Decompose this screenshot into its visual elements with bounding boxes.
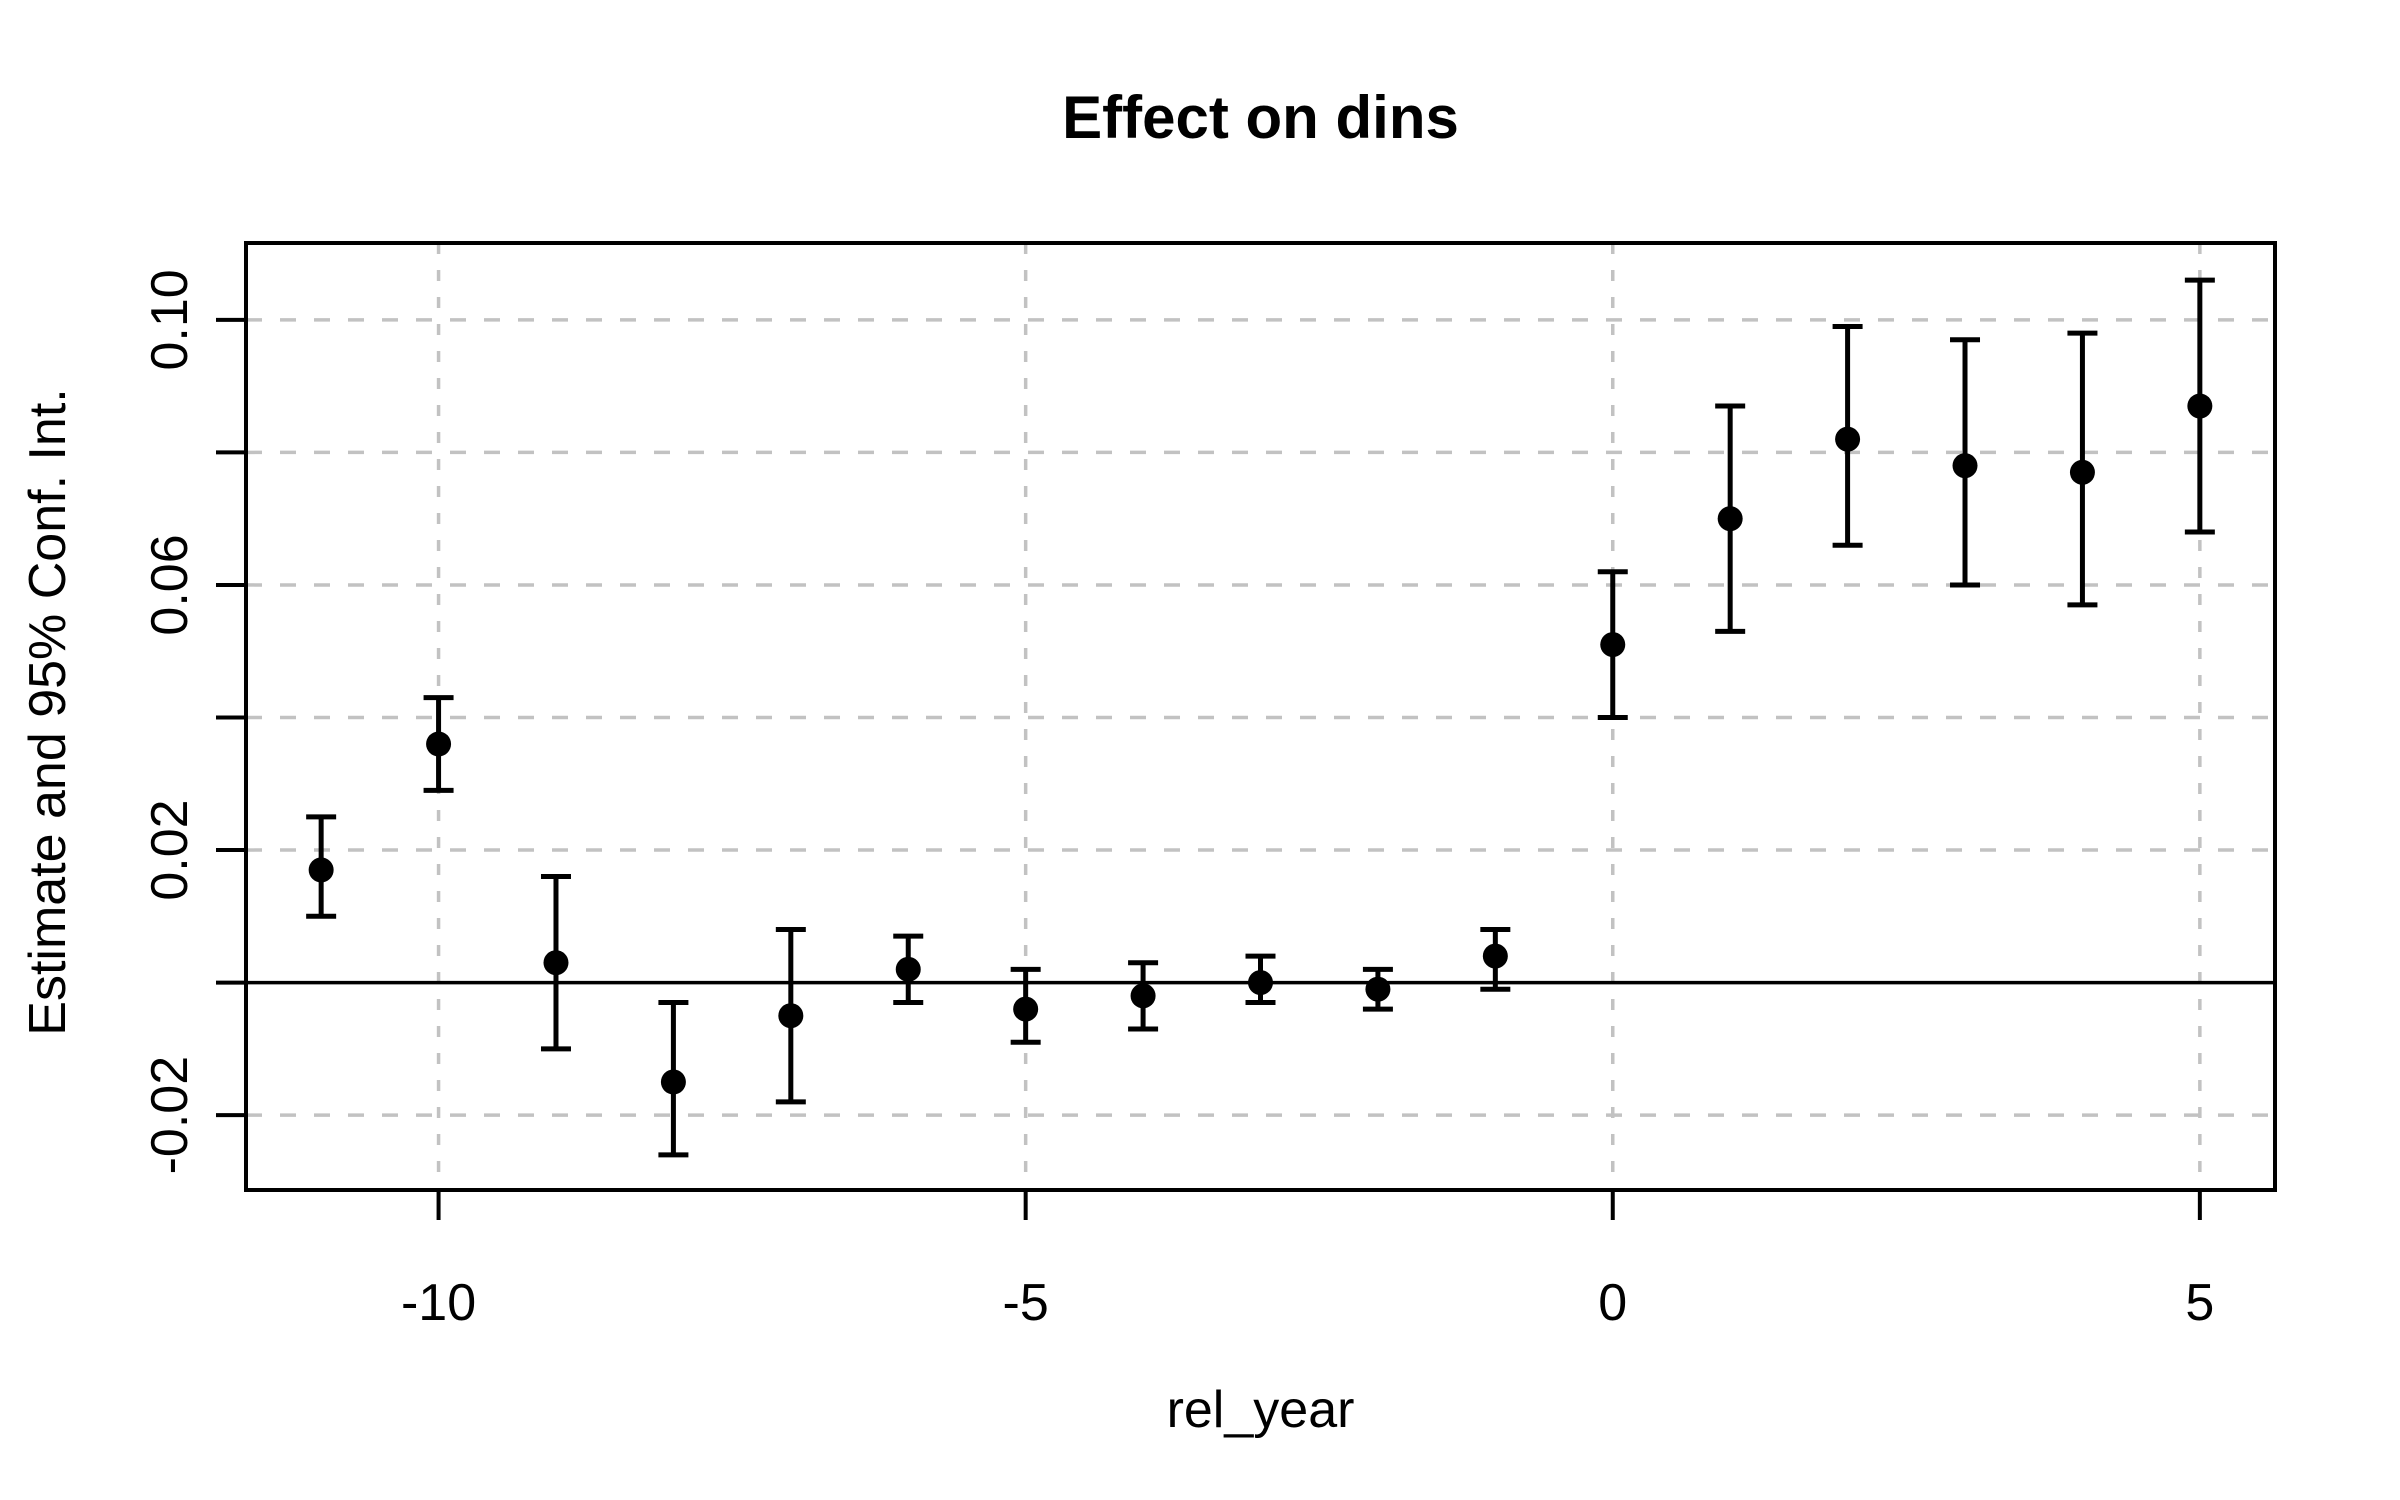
y-tick-label: 0.02 <box>141 799 199 900</box>
point-dot <box>426 731 452 757</box>
x-axis-label: rel_year <box>1166 1381 1355 1439</box>
point-dot <box>543 950 569 976</box>
chart-title: Effect on dins <box>1062 84 1459 151</box>
point-dot <box>2069 459 2095 485</box>
y-tick-label: 0.10 <box>141 269 199 370</box>
y-tick-label: 0.06 <box>141 534 199 635</box>
point-dot <box>895 956 921 982</box>
point-dot <box>1130 983 1156 1009</box>
point-dot <box>778 1003 804 1029</box>
point-dot <box>660 1069 686 1095</box>
y-axis-label: Estimate and 95% Conf. Int. <box>19 388 77 1036</box>
x-tick-label: 5 <box>2185 1274 2214 1332</box>
point-dot <box>1835 426 1861 452</box>
point-dot <box>1952 453 1978 479</box>
y-tick-label: -0.02 <box>141 1056 199 1175</box>
point-dot <box>1600 632 1626 658</box>
point-dot <box>308 857 334 883</box>
x-tick-label: -10 <box>401 1274 476 1332</box>
point-dot <box>1365 976 1391 1002</box>
point-dot <box>1248 970 1273 996</box>
point-dot <box>1717 506 1743 532</box>
point-dot <box>1013 996 1039 1022</box>
x-tick-label: -5 <box>1003 1274 1049 1332</box>
point-dot <box>2187 393 2213 419</box>
x-tick-label: 0 <box>1598 1274 1627 1332</box>
point-dot <box>1482 943 1508 969</box>
